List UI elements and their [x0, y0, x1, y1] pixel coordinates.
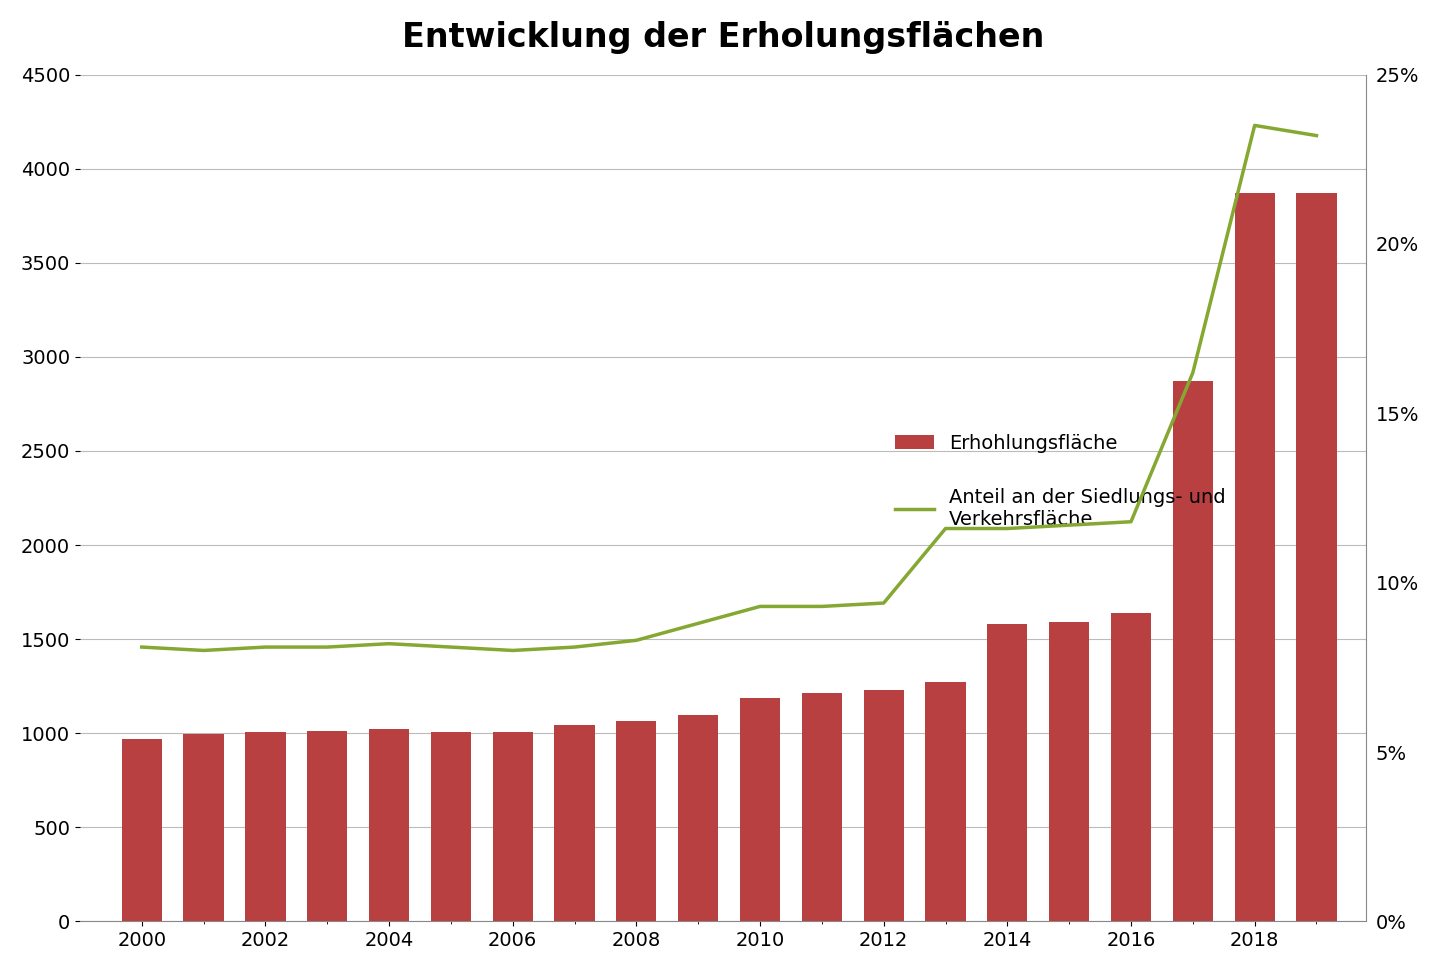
Bar — [740, 698, 780, 921]
Bar — [121, 739, 161, 921]
Anteil an der Siedlungs- und
Verkehrsfläche — [876, 597, 893, 609]
Bar — [926, 683, 966, 921]
Bar — [1050, 622, 1089, 921]
Anteil an der Siedlungs- und
Verkehrsfläche — [318, 641, 336, 653]
Bar — [245, 732, 285, 921]
Bar — [864, 690, 904, 921]
Anteil an der Siedlungs- und
Verkehrsfläche — [132, 641, 150, 653]
Anteil an der Siedlungs- und
Verkehrsfläche — [690, 618, 707, 629]
Bar — [678, 716, 719, 921]
Anteil an der Siedlungs- und
Verkehrsfläche — [256, 641, 274, 653]
Anteil an der Siedlungs- und
Verkehrsfläche — [999, 522, 1017, 534]
Anteil an der Siedlungs- und
Verkehrsfläche — [566, 641, 583, 653]
Anteil an der Siedlungs- und
Verkehrsfläche — [814, 601, 831, 613]
Bar — [988, 624, 1027, 921]
Bar — [1234, 193, 1274, 921]
Line: Anteil an der Siedlungs- und
Verkehrsfläche: Anteil an der Siedlungs- und Verkehrsflä… — [141, 125, 1316, 651]
Bar — [1296, 193, 1336, 921]
Anteil an der Siedlungs- und
Verkehrsfläche — [1060, 519, 1077, 531]
Anteil an der Siedlungs- und
Verkehrsfläche — [1308, 130, 1325, 142]
Anteil an der Siedlungs- und
Verkehrsfläche — [752, 601, 769, 613]
Anteil an der Siedlungs- und
Verkehrsfläche — [628, 634, 645, 646]
Anteil an der Siedlungs- und
Verkehrsfläche — [937, 522, 955, 534]
Anteil an der Siedlungs- und
Verkehrsfläche — [380, 638, 397, 650]
Anteil an der Siedlungs- und
Verkehrsfläche — [1122, 516, 1139, 527]
Bar — [183, 734, 223, 921]
Anteil an der Siedlungs- und
Verkehrsfläche — [194, 645, 212, 656]
Bar — [369, 729, 409, 921]
Bar — [307, 731, 347, 921]
Anteil an der Siedlungs- und
Verkehrsfläche — [1184, 367, 1201, 379]
Anteil an der Siedlungs- und
Verkehrsfläche — [504, 645, 521, 656]
Bar — [616, 721, 657, 921]
Bar — [1172, 382, 1212, 921]
Bar — [431, 732, 471, 921]
Bar — [554, 724, 595, 921]
Legend: Erhohlungsfläche, Anteil an der Siedlungs- und
Verkehrsfläche: Erhohlungsfläche, Anteil an der Siedlung… — [887, 426, 1234, 536]
Bar — [1110, 613, 1151, 921]
Bar — [802, 692, 842, 921]
Title: Entwicklung der Erholungsflächen: Entwicklung der Erholungsflächen — [402, 20, 1044, 53]
Bar — [492, 732, 533, 921]
Anteil an der Siedlungs- und
Verkehrsfläche — [442, 641, 459, 653]
Anteil an der Siedlungs- und
Verkehrsfläche — [1246, 119, 1263, 131]
